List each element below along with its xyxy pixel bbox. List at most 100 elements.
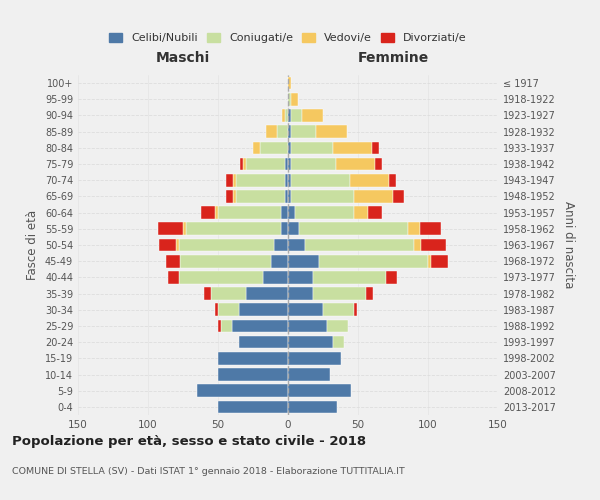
Bar bbox=[180, 255, 271, 268]
Bar bbox=[288, 368, 330, 381]
Bar bbox=[285, 174, 288, 186]
Bar bbox=[215, 304, 218, 316]
Bar bbox=[288, 352, 341, 364]
Bar bbox=[368, 206, 382, 219]
Bar bbox=[288, 126, 291, 138]
Bar bbox=[291, 158, 335, 170]
Bar bbox=[239, 336, 288, 348]
Bar bbox=[354, 304, 356, 316]
Bar bbox=[253, 142, 260, 154]
Bar bbox=[372, 142, 379, 154]
Y-axis label: Anni di nascita: Anni di nascita bbox=[562, 202, 575, 288]
Bar bbox=[419, 222, 440, 235]
Bar bbox=[215, 206, 218, 219]
Bar bbox=[285, 158, 288, 170]
Bar bbox=[233, 174, 236, 186]
Bar bbox=[183, 222, 186, 235]
Bar bbox=[218, 304, 239, 316]
Bar bbox=[386, 271, 397, 283]
Bar bbox=[179, 271, 263, 283]
Bar bbox=[291, 126, 316, 138]
Bar bbox=[333, 336, 344, 348]
Bar bbox=[236, 190, 285, 202]
Bar bbox=[288, 174, 291, 186]
Bar bbox=[226, 190, 233, 202]
Bar bbox=[299, 222, 409, 235]
Bar bbox=[221, 320, 232, 332]
Bar bbox=[274, 238, 288, 252]
Bar bbox=[281, 206, 288, 219]
Bar bbox=[288, 400, 337, 413]
Bar bbox=[201, 206, 215, 219]
Text: Femmine: Femmine bbox=[358, 52, 428, 66]
Bar bbox=[211, 288, 246, 300]
Bar bbox=[367, 288, 373, 300]
Bar bbox=[288, 271, 313, 283]
Bar bbox=[179, 238, 274, 252]
Bar bbox=[239, 304, 288, 316]
Bar bbox=[176, 238, 179, 252]
Bar bbox=[291, 93, 298, 106]
Bar bbox=[218, 206, 281, 219]
Bar bbox=[288, 158, 291, 170]
Bar bbox=[167, 271, 179, 283]
Bar bbox=[288, 384, 351, 397]
Bar bbox=[218, 400, 288, 413]
Bar bbox=[319, 255, 428, 268]
Bar bbox=[226, 174, 233, 186]
Bar bbox=[271, 255, 288, 268]
Bar bbox=[243, 158, 246, 170]
Bar bbox=[285, 190, 288, 202]
Bar bbox=[313, 288, 367, 300]
Text: Popolazione per età, sesso e stato civile - 2018: Popolazione per età, sesso e stato civil… bbox=[12, 435, 366, 448]
Bar bbox=[393, 190, 404, 202]
Bar bbox=[354, 190, 393, 202]
Bar bbox=[241, 158, 243, 170]
Bar bbox=[288, 288, 313, 300]
Bar bbox=[431, 255, 448, 268]
Bar bbox=[414, 238, 421, 252]
Bar bbox=[246, 158, 285, 170]
Bar bbox=[218, 352, 288, 364]
Bar bbox=[277, 126, 288, 138]
Bar bbox=[327, 320, 348, 332]
Bar bbox=[232, 320, 288, 332]
Bar bbox=[281, 222, 288, 235]
Bar bbox=[283, 109, 285, 122]
Bar bbox=[288, 238, 305, 252]
Bar bbox=[197, 384, 288, 397]
Bar bbox=[288, 255, 319, 268]
Bar bbox=[389, 174, 396, 186]
Bar bbox=[291, 174, 350, 186]
Bar bbox=[323, 304, 354, 316]
Bar bbox=[218, 320, 221, 332]
Bar bbox=[288, 222, 299, 235]
Y-axis label: Fasce di età: Fasce di età bbox=[26, 210, 39, 280]
Bar bbox=[354, 206, 368, 219]
Bar bbox=[409, 222, 419, 235]
Bar bbox=[428, 255, 431, 268]
Bar bbox=[236, 174, 285, 186]
Bar bbox=[288, 190, 291, 202]
Bar bbox=[218, 368, 288, 381]
Bar bbox=[421, 238, 446, 252]
Bar bbox=[313, 271, 386, 283]
Bar bbox=[350, 174, 389, 186]
Text: COMUNE DI STELLA (SV) - Dati ISTAT 1° gennaio 2018 - Elaborazione TUTTITALIA.IT: COMUNE DI STELLA (SV) - Dati ISTAT 1° ge… bbox=[12, 468, 405, 476]
Bar bbox=[291, 190, 354, 202]
Legend: Celibi/Nubili, Coniugati/e, Vedovi/e, Divorziati/e: Celibi/Nubili, Coniugati/e, Vedovi/e, Di… bbox=[107, 31, 469, 46]
Bar bbox=[305, 238, 414, 252]
Bar bbox=[316, 126, 347, 138]
Bar bbox=[266, 126, 277, 138]
Bar bbox=[288, 320, 327, 332]
Bar bbox=[375, 158, 382, 170]
Bar bbox=[288, 142, 291, 154]
Bar bbox=[302, 109, 323, 122]
Bar bbox=[288, 206, 295, 219]
Bar bbox=[291, 142, 333, 154]
Bar bbox=[291, 109, 302, 122]
Bar bbox=[246, 288, 288, 300]
Bar bbox=[233, 190, 236, 202]
Bar bbox=[260, 142, 288, 154]
Text: Maschi: Maschi bbox=[156, 52, 210, 66]
